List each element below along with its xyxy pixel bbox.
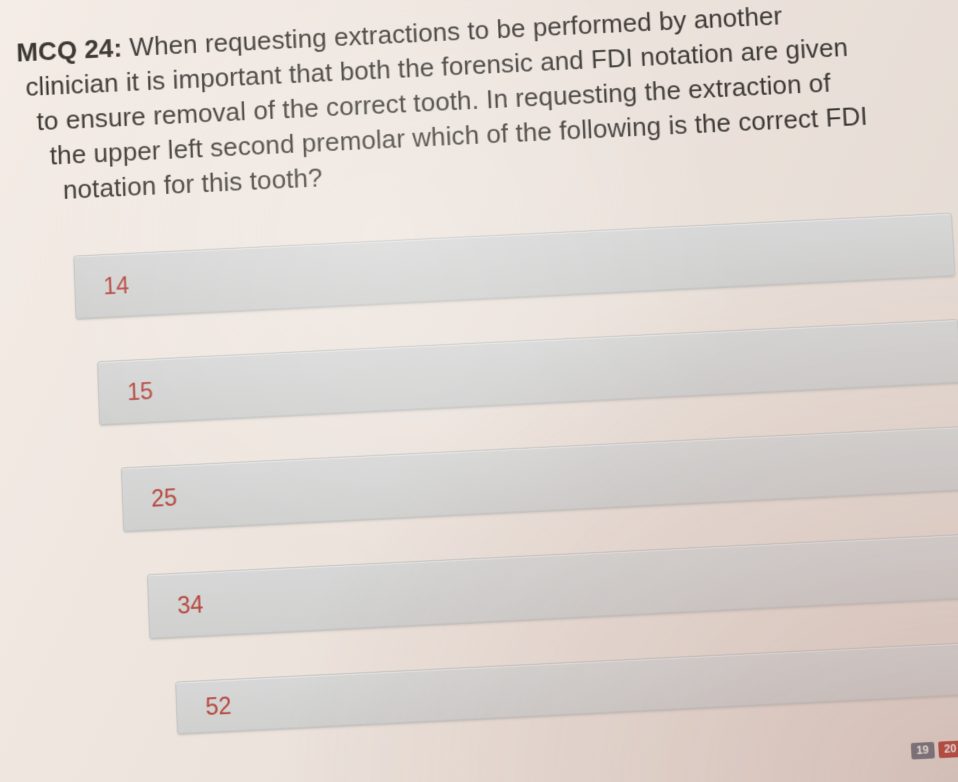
pager: 19 20 21 — [909, 737, 958, 762]
quiz-page: MCQ 24: When requesting extractions to b… — [0, 0, 958, 782]
option-label: 52 — [205, 692, 232, 721]
option-1[interactable]: 14 — [73, 213, 955, 320]
question-label: MCQ 24: — [16, 33, 123, 68]
option-5[interactable]: 52 — [175, 642, 958, 735]
options-list: 14 15 25 34 52 — [73, 213, 958, 740]
question-block: MCQ 24: When requesting extractions to b… — [16, 0, 929, 210]
pager-prev-badge[interactable]: 19 — [911, 742, 935, 760]
pager-badge-20[interactable]: 20 — [938, 740, 958, 758]
option-label: 25 — [151, 484, 178, 513]
option-4[interactable]: 34 — [147, 534, 958, 640]
option-label: 14 — [103, 272, 130, 300]
option-label: 15 — [127, 377, 154, 406]
option-label: 34 — [177, 590, 204, 619]
option-3[interactable]: 25 — [121, 426, 958, 533]
option-2[interactable]: 15 — [97, 319, 958, 426]
